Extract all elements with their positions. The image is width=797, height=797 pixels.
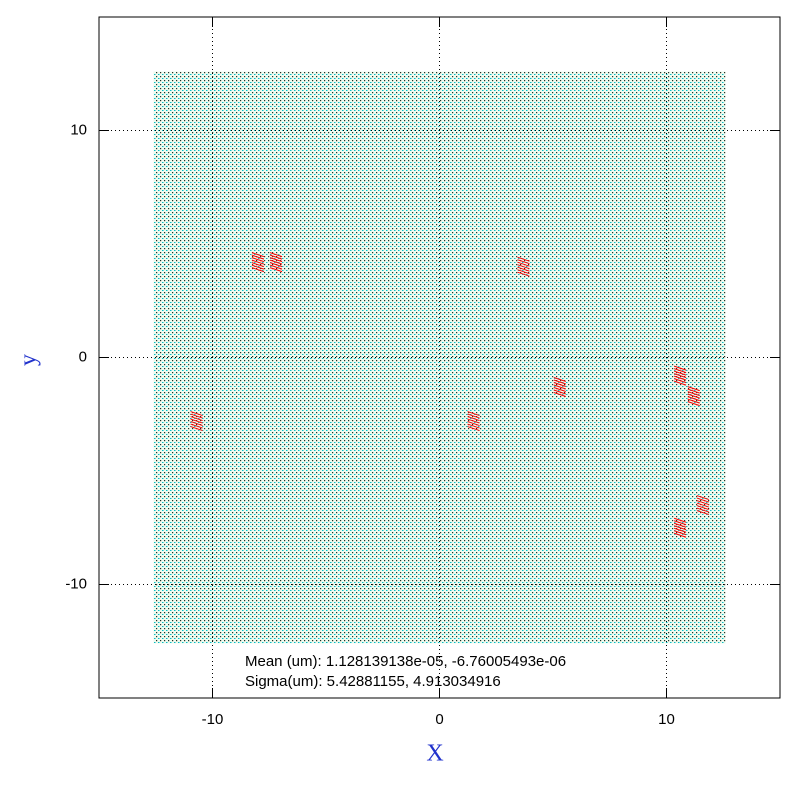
arrow [673,525,687,531]
arrow [553,377,566,382]
arrow [687,393,700,399]
arrow [673,370,687,376]
arrow-cluster [251,252,265,273]
arrow [696,497,709,503]
arrow [553,379,566,385]
x-tick-label: 0 [435,711,443,728]
arrow [251,262,265,268]
arrow-cluster [696,495,709,516]
x-tick-label: 10 [658,711,675,728]
arrow [673,380,687,386]
arrow [696,505,709,511]
arrow [687,388,700,394]
arrow-cluster [673,517,687,538]
arrow [673,375,687,381]
arrow [673,520,687,526]
arrow [251,252,265,258]
arrow [696,507,709,513]
arrow [687,391,700,397]
arrow [673,368,687,374]
arrow [553,387,566,392]
arrow [517,264,530,270]
arrow [517,256,530,262]
arrow [190,421,203,427]
arrow [687,401,700,407]
annotation: Sigma(um): 5.42881155, 4.913034916 [245,673,501,690]
y-tick-label: 10 [70,121,87,138]
arrow [673,527,687,533]
arrow [269,262,283,268]
arrow [467,426,480,432]
arrow-cluster [673,365,687,386]
arrow-cluster [517,256,530,277]
arrow [467,421,480,427]
arrow [553,389,566,395]
arrow [190,411,203,417]
arrow [251,254,265,260]
arrow-cluster [553,377,566,397]
arrow-cluster [269,252,283,273]
arrow-cluster [687,386,700,407]
arrow [553,384,566,390]
arrow [467,418,480,424]
arrow [517,259,530,265]
arrow [269,259,283,265]
arrow [696,495,709,501]
arrow [553,392,566,397]
y-axis-label: y [16,354,42,366]
arrow [467,413,480,419]
arrow-cluster [467,411,480,432]
arrow [517,271,530,277]
arrow-cluster [190,411,203,432]
arrow [687,396,700,402]
y-tick-label: 0 [79,348,87,365]
arrow [517,269,530,275]
x-tick-label: -10 [202,711,224,728]
arrow [467,416,480,422]
x-axis-label: X [426,741,443,767]
arrow [517,261,530,267]
arrow [687,398,700,404]
arrow [269,257,283,263]
arrow [467,411,480,417]
arrow [269,254,283,260]
arrow [673,373,687,379]
plot-frame [98,16,781,699]
arrow [190,416,203,422]
annotation: Mean (um): 1.128139138e-05, -6.76005493e… [245,653,566,670]
arrow [269,267,283,273]
arrow [696,510,709,516]
y-tick-label: -10 [65,575,87,592]
arrow [673,517,687,523]
arrow [696,502,709,508]
arrow [251,267,265,273]
arrow [251,259,265,265]
arrow [190,426,203,432]
arrow [673,530,687,536]
arrow [673,522,687,528]
arrow [673,532,687,538]
arrow [190,423,203,429]
arrow [673,365,687,371]
arrow [696,500,709,506]
arrow [251,264,265,270]
arrow [190,413,203,419]
arrow [467,423,480,429]
arrow [269,264,283,270]
arrow [517,266,530,272]
arrow [673,378,687,384]
arrow [553,382,566,387]
arrow [269,252,283,258]
arrow [687,386,700,392]
arrow [251,257,265,263]
arrow [190,418,203,424]
